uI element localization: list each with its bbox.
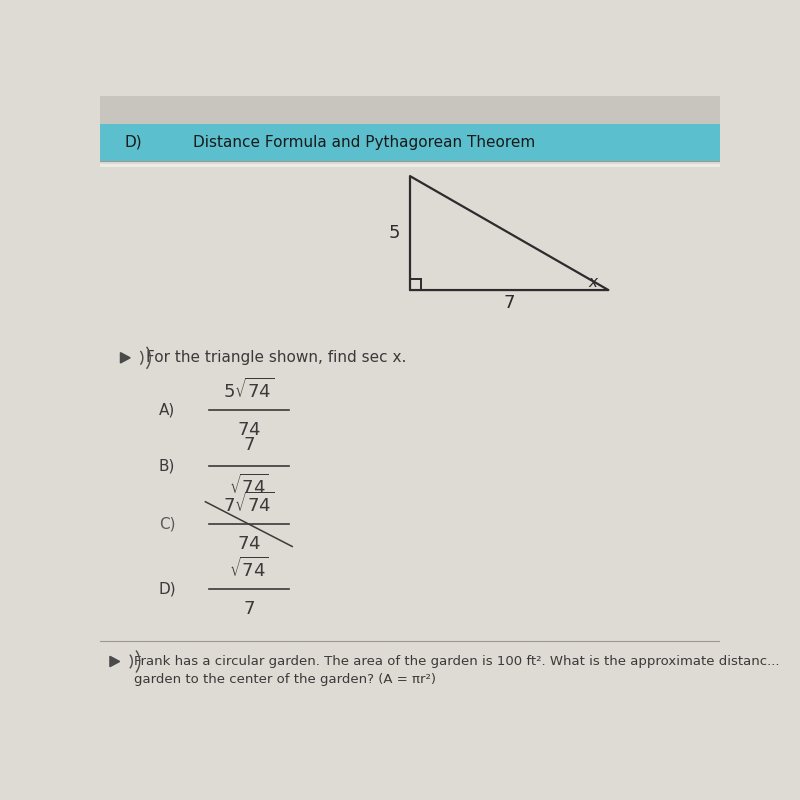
Text: $7$: $7$	[243, 600, 254, 618]
Text: $5\sqrt{74}$: $5\sqrt{74}$	[223, 378, 274, 402]
Text: $7\sqrt{74}$: $7\sqrt{74}$	[223, 492, 274, 516]
Text: D): D)	[125, 134, 142, 150]
Text: B): B)	[159, 458, 175, 473]
Bar	[100, 96, 720, 124]
Text: $74$: $74$	[237, 535, 261, 554]
Text: $\sqrt{74}$: $\sqrt{74}$	[229, 556, 269, 581]
Text: garden to the center of the garden? (A = πr²): garden to the center of the garden? (A =…	[134, 674, 436, 686]
Bar	[100, 124, 720, 161]
Text: $74$: $74$	[237, 422, 261, 439]
Text: 5: 5	[389, 224, 400, 242]
Text: 7: 7	[503, 294, 515, 312]
Text: For the triangle shown, find sec x.: For the triangle shown, find sec x.	[146, 350, 407, 366]
Text: D): D)	[159, 582, 177, 596]
Text: Distance Formula and Pythagorean Theorem: Distance Formula and Pythagorean Theorem	[193, 134, 535, 150]
Polygon shape	[121, 353, 130, 363]
Text: Frank has a circular garden. The area of the garden is 100 ft². What is the appr: Frank has a circular garden. The area of…	[134, 655, 779, 668]
Polygon shape	[110, 656, 119, 666]
Text: C): C)	[159, 517, 175, 532]
Text: $7$: $7$	[243, 436, 254, 454]
Text: x: x	[589, 275, 598, 290]
Text: $\sqrt{74}$: $\sqrt{74}$	[229, 474, 269, 498]
Text: A): A)	[159, 402, 175, 418]
